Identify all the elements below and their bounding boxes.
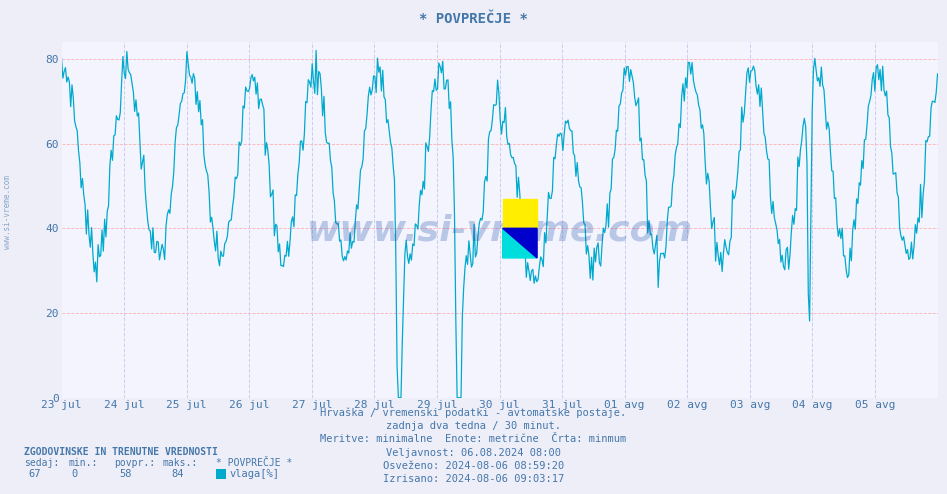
Text: Hrvaška / vremenski podatki - avtomatske postaje.: Hrvaška / vremenski podatki - avtomatske… xyxy=(320,408,627,418)
Text: Veljavnost: 06.08.2024 08:00: Veljavnost: 06.08.2024 08:00 xyxy=(386,448,561,457)
Text: Osveženo: 2024-08-06 08:59:20: Osveženo: 2024-08-06 08:59:20 xyxy=(383,461,564,471)
Text: www.si-vreme.com: www.si-vreme.com xyxy=(3,175,12,249)
Text: ZGODOVINSKE IN TRENUTNE VREDNOSTI: ZGODOVINSKE IN TRENUTNE VREDNOSTI xyxy=(24,447,218,457)
Text: min.:: min.: xyxy=(68,458,98,468)
Text: * POVPREČJE *: * POVPREČJE * xyxy=(216,458,293,468)
Text: povpr.:: povpr.: xyxy=(114,458,154,468)
Text: vlaga[%]: vlaga[%] xyxy=(229,469,279,479)
Text: sedaj:: sedaj: xyxy=(24,458,59,468)
Text: * POVPREČJE *: * POVPREČJE * xyxy=(420,12,527,26)
Polygon shape xyxy=(503,228,537,258)
Text: www.si-vreme.com: www.si-vreme.com xyxy=(307,213,692,247)
Text: Meritve: minimalne  Enote: metrične  Črta: minmum: Meritve: minimalne Enote: metrične Črta:… xyxy=(320,434,627,444)
Polygon shape xyxy=(503,228,537,258)
Text: 84: 84 xyxy=(171,469,184,479)
Text: Izrisano: 2024-08-06 09:03:17: Izrisano: 2024-08-06 09:03:17 xyxy=(383,474,564,484)
Bar xyxy=(503,199,537,228)
Text: 0: 0 xyxy=(71,469,78,479)
Text: zadnja dva tedna / 30 minut.: zadnja dva tedna / 30 minut. xyxy=(386,421,561,431)
Text: 58: 58 xyxy=(119,469,132,479)
Text: maks.:: maks.: xyxy=(163,458,198,468)
Text: 67: 67 xyxy=(28,469,41,479)
